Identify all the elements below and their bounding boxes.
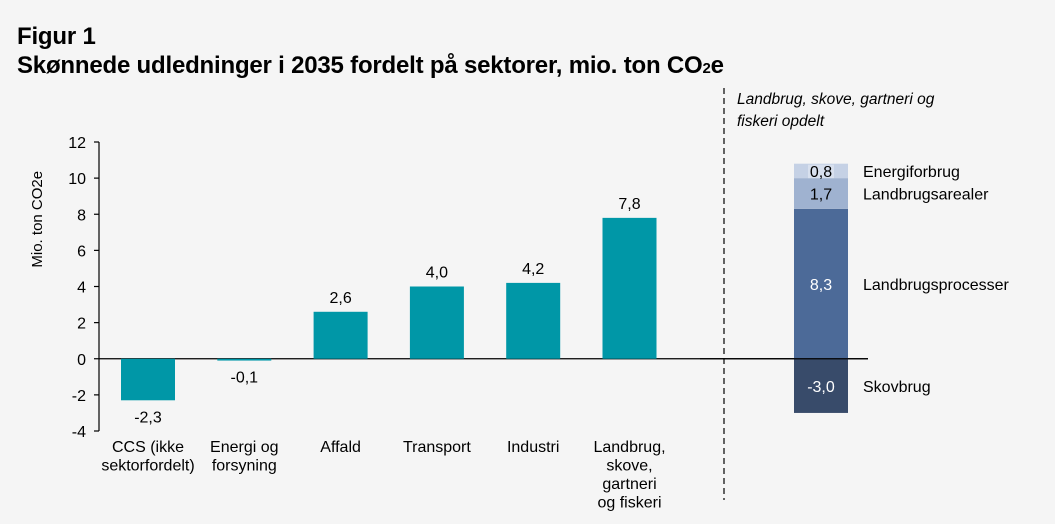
bar — [506, 282, 561, 359]
breakdown-panel: Landbrug, skove, gartneri og fiskeri opde… — [700, 88, 1010, 500]
bar — [121, 358, 175, 401]
chart-title-main: Skønnede udledninger i 2035 fordelt på s… — [17, 52, 703, 79]
y-tick-label: 8 — [77, 207, 86, 224]
y-tick-label: 6 — [77, 243, 86, 260]
data-label: 7,8 — [618, 196, 640, 213]
bars — [121, 217, 657, 401]
legend-label: Skovbrug — [863, 379, 931, 396]
labels: -2,3 CCS (ikke sektorfordelt) -0,1 Energi og… — [101, 196, 665, 512]
x-tick-label: skove, — [606, 458, 652, 475]
bar — [602, 217, 657, 359]
legend-label: Landbrugsprocesser — [863, 277, 1010, 294]
x-tick-label: gartneri — [602, 476, 656, 493]
x-tick-label: Energi og — [210, 439, 279, 456]
x-tick-label: Landbrug, — [593, 439, 665, 456]
data-label: 4,0 — [426, 265, 448, 282]
bar — [217, 358, 272, 361]
data-label: 4,2 — [522, 261, 544, 278]
stacked-segment — [794, 208, 848, 359]
x-tick-label: sektorfordelt) — [101, 458, 194, 475]
x-tick-label: Affald — [320, 439, 361, 456]
y-tick-label: 0 — [77, 352, 86, 369]
x-tick-label: og fiskeri — [597, 495, 661, 512]
x-tick-label: CCS (ikke — [112, 439, 184, 456]
y-tick-label: -4 — [72, 424, 86, 441]
stacked-segment — [794, 178, 848, 209]
legend-label: Energiforbrug — [863, 164, 960, 181]
segment-label: 0,8 — [810, 164, 832, 181]
segment-label: 1,7 — [810, 186, 832, 203]
data-label: -0,1 — [231, 370, 259, 387]
y-tick-label: 12 — [68, 135, 86, 152]
chart-title-subscript: 2 — [702, 60, 711, 77]
chart-title-tail: e — [710, 52, 724, 79]
figure-label: Figur 1 — [17, 23, 96, 50]
bar — [409, 286, 464, 359]
chart-title: Skønnede udledninger i 2035 fordelt på s… — [17, 51, 724, 83]
y-tick-label: 4 — [77, 280, 86, 297]
data-label: -2,3 — [134, 409, 162, 426]
segment-label: -3,0 — [807, 379, 835, 396]
y-tick-label: 10 — [68, 171, 86, 188]
breakdown-title: Landbrug, skove, gartneri og — [737, 91, 935, 108]
legend-label: Landbrugsarealer — [863, 186, 989, 203]
data-label: 2,6 — [329, 290, 351, 307]
stacked-segment — [794, 358, 848, 413]
x-tick-label: Transport — [403, 439, 471, 456]
y-tick-label: 2 — [77, 316, 86, 333]
y-axis-title: Mio. ton CO2e — [29, 171, 46, 268]
bar — [313, 311, 368, 359]
breakdown-title: fiskeri opdelt — [737, 113, 825, 130]
y-tick-label: -2 — [72, 388, 86, 405]
x-tick-label: Industri — [507, 439, 559, 456]
x-tick-label: forsyning — [212, 458, 277, 475]
segment-label: 8,3 — [810, 277, 832, 294]
data-label-background — [808, 164, 834, 179]
